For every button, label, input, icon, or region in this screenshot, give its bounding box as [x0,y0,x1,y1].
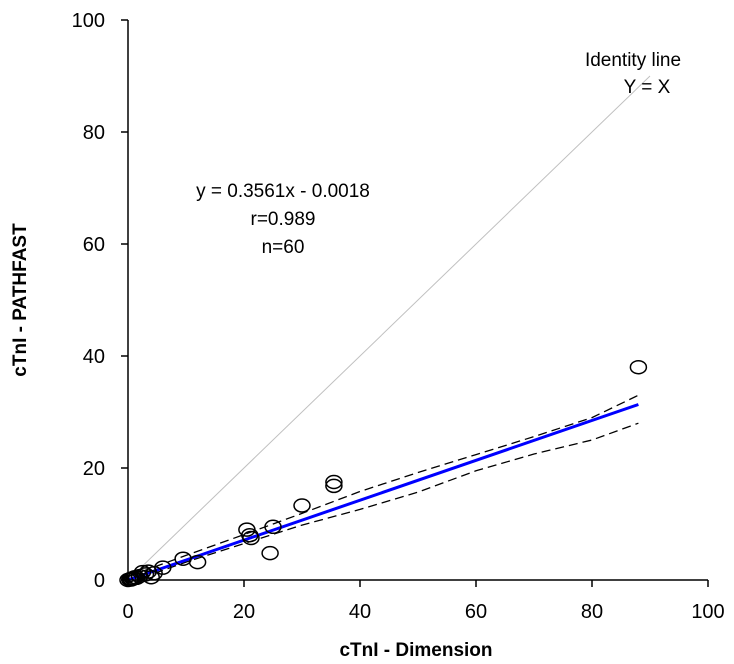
data-point [264,519,282,535]
y-tick-label: 40 [83,346,105,368]
y-tick-label: 0 [94,570,105,592]
data-point [133,564,152,580]
data-point [293,498,311,513]
data-point [154,560,172,575]
x-tick-label: 20 [233,601,255,623]
identity-line [127,75,651,581]
ci-lower-line [127,422,639,584]
regression-line-layer [127,403,639,582]
identity-formula-label: Y = X [624,77,671,98]
data-points [119,359,648,588]
data-point [261,545,279,561]
y-tick-label: 80 [83,122,105,144]
equation-label: y = 0.3561x - 0.0018 [196,181,370,202]
x-tick-label: 80 [581,601,603,623]
correlation-label: r=0.989 [251,209,316,230]
data-point [242,530,260,546]
x-axis-ticks: 0 20 40 60 80 100 [122,580,725,623]
x-tick-label: 60 [465,601,487,623]
y-tick-label: 100 [72,10,105,32]
data-point [142,569,160,585]
x-tick-label: 0 [122,601,133,623]
x-tick-label: 40 [349,601,371,623]
data-point [629,359,648,375]
regression-line [127,403,639,582]
y-tick-label: 20 [83,458,105,480]
y-tick-label: 60 [83,234,105,256]
sample-size-label: n=60 [262,237,305,258]
identity-line-label: Identity line [585,50,681,71]
x-tick-label: 100 [691,601,724,623]
y-axis-ticks: 0 20 40 60 80 100 [72,10,128,592]
confidence-band-layer [127,394,639,584]
data-point [188,554,207,570]
ci-upper-line [127,394,639,578]
data-point [325,474,343,490]
identity-line-layer [127,75,651,581]
y-axis-title: cTnI - PATHFAST [10,223,31,377]
x-axis-title: cTnI - Dimension [339,640,492,661]
data-point [325,478,343,494]
